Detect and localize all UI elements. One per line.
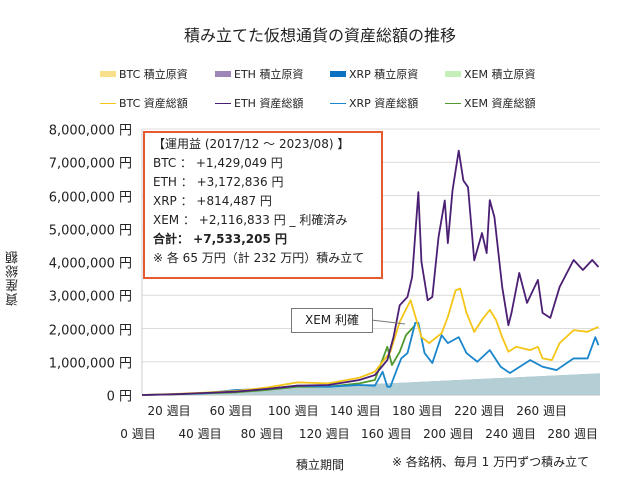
legend-line-swatch [215,102,231,104]
y-tick-label: 3,000,000 円 [48,289,132,305]
x-tick-label: 20 週目 [147,404,191,418]
summary-btc: BTC ： +1,429,049 円 [153,156,283,170]
x-axis-label: 積立期間 [296,458,345,472]
legend-item: ETH 積立原資 [215,66,303,82]
series-line-btc [141,287,599,396]
summary-heading: 【運用益 (2017/12 ～ 2023/08) 】 [153,137,350,151]
x-tick-label: 180 週目 [392,404,443,418]
legend-label: ETH 積立原資 [234,68,304,81]
y-tick-label: 2,000,000 円 [48,323,132,338]
summary-xem: XEM ： +2,116,833 円 _ 利確済み [153,213,348,227]
summary-xrp: XRP ： +814,487 円 [153,194,272,208]
x-tick-label: 260 週目 [516,404,568,418]
y-tick-label: 1,000,000 円 [48,356,132,372]
legend-label: ETH 資産総額 [234,97,304,110]
legend-swatch [445,71,461,77]
footnote: ※ 各銘柄、毎月 1 万円ずつ積み立て [392,455,590,469]
y-axis-label: 資産総額 [6,250,21,306]
x-tick-label: 160 週目 [361,427,412,441]
legend-label: XEM 資産総額 [464,97,536,110]
legend-line-swatch [445,102,461,104]
x-tick-label: 60 週目 [209,404,253,418]
xem-profit-callout: XEM 利確 [291,308,373,333]
summary-eth: ETH ： +3,172,836 円 [153,175,284,189]
y-tick-label: 8,000,000 円 [48,123,132,139]
legend-item: BTC 資産総額 [100,95,188,111]
x-tick-label: 140 週目 [329,404,381,418]
legend-item: ETH 資産総額 [215,95,303,111]
y-tick-label: 6,000,000 円 [48,190,132,205]
x-tick-label: 200 週目 [423,427,474,441]
y-tick-label: 0 円 [106,389,132,405]
x-tick-label: 120 週目 [298,427,350,441]
legend-label: XRP 資産総額 [349,97,419,110]
x-tick-label: 240 週目 [485,427,536,441]
legend-label: XEM 積立原資 [464,68,536,81]
profit-summary-box: 【運用益 (2017/12 ～ 2023/08) 】 BTC ： +1,429,… [143,131,383,279]
x-tick-label: 0 週目 [120,427,156,441]
callout-leader-line [370,319,406,325]
contribution-area-xem [142,373,600,395]
x-tick-label: 80 週目 [240,427,284,441]
legend-label: BTC 資産総額 [119,97,188,110]
legend-item: XEM 資産総額 [445,95,535,111]
x-tick-label: 40 週目 [178,427,222,441]
x-tick-label: 100 週目 [267,404,319,418]
x-tick-label: 220 週目 [454,404,505,418]
legend-swatch [330,71,346,77]
y-tick-label: 7,000,000 円 [48,156,132,172]
x-tick-label: 280 週目 [547,427,599,441]
legend-line-swatch [100,102,116,104]
legend-item: XRP 資産総額 [330,95,418,111]
series-line-eth [141,149,600,396]
legend-label: BTC 積立原資 [119,68,188,81]
summary-footnote: ※ 各 65 万円（計 232 万円）積み立て [153,251,365,265]
legend-item: BTC 積立原資 [100,66,188,82]
legend-item: XEM 積立原資 [445,66,535,82]
legend-swatch [100,71,116,77]
summary-total: 合計： +7,533,205 円 [153,232,287,246]
y-tick-label: 4,000,000 円 [48,256,132,272]
legend-swatch [215,71,231,77]
series-line-xrp [141,321,600,396]
legend-item: XRP 積立原資 [330,66,418,82]
y-tick-label: 5,000,000 円 [48,223,132,239]
legend-label: XRP 積立原資 [349,68,419,81]
chart-title: 積み立てた仮想通貨の資産総額の推移 [183,26,456,45]
legend-line-swatch [330,102,346,104]
